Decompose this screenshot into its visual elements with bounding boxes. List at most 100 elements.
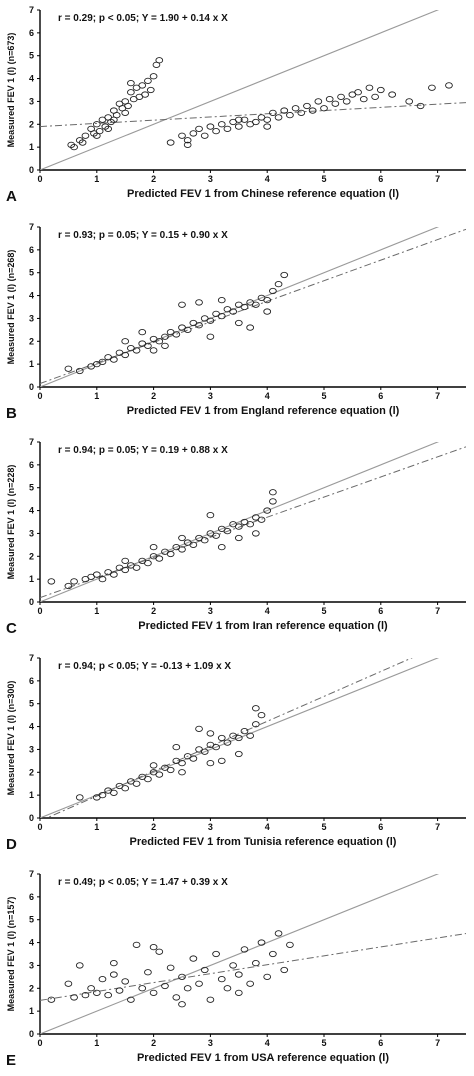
- x-tick-label: 5: [321, 174, 326, 184]
- data-point: [445, 82, 453, 89]
- x-tick-label: 4: [265, 606, 270, 616]
- plot-area: [40, 874, 466, 1034]
- data-point: [121, 109, 130, 117]
- data-point: [223, 527, 232, 535]
- data-point: [189, 541, 198, 549]
- y-axis-label: Measured FEV 1 (l) (n=157): [6, 897, 16, 1012]
- y-tick-label: 3: [29, 96, 34, 106]
- y-tick-label: 3: [29, 960, 34, 970]
- data-point: [144, 969, 152, 976]
- data-point: [70, 143, 78, 151]
- data-point: [155, 338, 164, 345]
- data-point: [127, 89, 135, 96]
- y-tick-label: 0: [29, 165, 34, 175]
- data-point: [183, 141, 192, 149]
- x-tick-label: 5: [321, 606, 326, 616]
- y-tick-label: 0: [29, 813, 34, 823]
- data-point: [240, 727, 249, 735]
- data-point: [354, 89, 362, 96]
- data-point: [217, 975, 226, 983]
- data-point: [144, 77, 152, 85]
- y-tick-label: 5: [29, 915, 34, 925]
- data-point: [263, 296, 272, 304]
- x-tick-label: 7: [435, 174, 440, 184]
- x-tick-label: 2: [151, 174, 156, 184]
- data-point: [78, 139, 87, 146]
- data-point: [234, 116, 243, 123]
- data-point: [178, 546, 186, 553]
- regression-line: [45, 658, 413, 818]
- x-tick-label: 6: [378, 1038, 383, 1048]
- panel-label: E: [6, 1052, 16, 1069]
- data-point: [286, 941, 294, 949]
- data-point: [70, 578, 78, 585]
- data-point: [98, 358, 107, 366]
- data-point: [132, 564, 141, 571]
- data-point: [257, 939, 266, 946]
- data-point: [200, 537, 209, 544]
- data-point: [127, 79, 135, 87]
- data-point: [132, 780, 141, 787]
- y-tick-label: 6: [29, 892, 34, 902]
- x-tick-label: 3: [208, 391, 213, 401]
- data-point: [64, 365, 73, 372]
- data-point: [183, 326, 192, 334]
- x-tick-label: 7: [435, 1038, 440, 1048]
- stats-annotation: r = 0.94; p < 0.05; Y = -0.13 + 1.09 x X: [58, 661, 231, 672]
- data-point: [92, 571, 101, 578]
- x-tick-label: 5: [321, 822, 326, 832]
- y-tick-label: 2: [29, 551, 34, 561]
- x-tick-label: 4: [265, 1038, 270, 1048]
- y-tick-label: 0: [29, 1029, 34, 1039]
- data-point: [206, 996, 215, 1003]
- data-point: [206, 333, 215, 340]
- y-axis-label: Measured FEV 1 (l) (n=300): [6, 681, 16, 796]
- data-point: [64, 980, 73, 987]
- y-tick-label: 1: [29, 359, 34, 369]
- panel-c: 0 1 2 3 4 5 6 7 0 1 2 3 4 5 6 7 r = 0.94; p = 0.05; Y = …: [6, 437, 466, 637]
- data-point: [388, 91, 397, 98]
- data-point: [155, 948, 164, 955]
- panel-d: 0 1 2 3 4 5 6 7 0 1 2 3 4 5 6 7 r = 0.94; p < 0.05; Y = …: [6, 653, 466, 853]
- x-tick-label: 0: [37, 1038, 42, 1048]
- data-point: [178, 769, 186, 776]
- x-tick-label: 3: [208, 1038, 213, 1048]
- stats-annotation: r = 0.93; p = 0.05; Y = 0.15 + 0.90 x X: [58, 230, 228, 241]
- data-point: [155, 57, 164, 64]
- y-tick-label: 2: [29, 767, 34, 777]
- data-point: [274, 930, 283, 937]
- x-tick-label: 1: [94, 391, 99, 401]
- data-point: [75, 794, 84, 801]
- data-point: [200, 132, 209, 139]
- y-tick-label: 0: [29, 382, 34, 392]
- x-axis-label: Predicted FEV 1 from Tunisia reference e…: [130, 836, 397, 848]
- data-point: [144, 775, 152, 783]
- data-point: [246, 521, 255, 528]
- data-point: [81, 991, 90, 999]
- data-point: [234, 523, 243, 530]
- y-tick-label: 4: [29, 938, 34, 948]
- data-point: [166, 766, 175, 774]
- x-tick-label: 3: [208, 174, 213, 184]
- data-point: [263, 308, 272, 315]
- data-point: [251, 959, 260, 967]
- y-tick-label: 7: [29, 653, 34, 663]
- data-point: [149, 347, 158, 354]
- y-tick-label: 6: [29, 676, 34, 686]
- data-point: [132, 347, 141, 354]
- y-tick-label: 5: [29, 483, 34, 493]
- data-point: [109, 356, 118, 363]
- data-point: [161, 333, 169, 340]
- data-point: [109, 116, 118, 123]
- data-point: [144, 342, 152, 350]
- data-point: [251, 705, 260, 712]
- panel-label: B: [6, 405, 17, 422]
- data-point: [217, 734, 226, 742]
- data-point: [234, 534, 243, 542]
- x-tick-label: 1: [94, 174, 99, 184]
- data-point: [359, 95, 368, 103]
- data-point: [172, 994, 181, 1001]
- data-point: [257, 711, 266, 719]
- x-axis-label: Predicted FEV 1 from Iran reference equa…: [138, 620, 388, 632]
- data-point: [320, 105, 328, 112]
